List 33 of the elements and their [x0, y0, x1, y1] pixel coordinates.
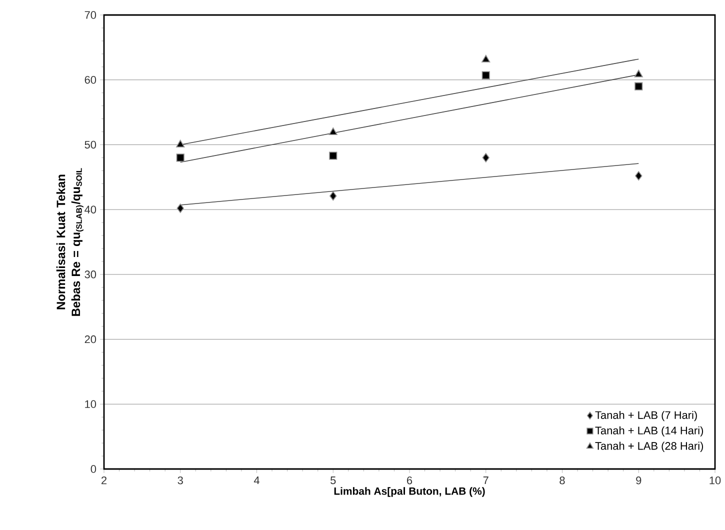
point	[482, 54, 490, 62]
point	[634, 82, 643, 90]
x-tick-label: 6	[407, 476, 412, 484]
legend-label: Tanah + LAB (28 Hari)	[595, 442, 704, 452]
legend-label: Tanah + LAB (14 Hari)	[595, 426, 704, 437]
x-tick-label: 8	[560, 476, 565, 484]
x-tick-label: 10	[710, 476, 721, 484]
point	[176, 154, 184, 162]
x-tick-label: 5	[330, 476, 336, 484]
point	[482, 153, 490, 162]
point	[176, 204, 184, 213]
point	[635, 171, 642, 180]
x-tick-label: 7	[483, 476, 488, 484]
y-tick-label: 30	[84, 270, 96, 278]
y-tick-label: 10	[85, 400, 96, 408]
y-tick-label: 20	[84, 335, 96, 344]
x-tick-label: 9	[636, 476, 642, 484]
y-tick-label: 70	[84, 11, 96, 19]
x-axis-title: Limbah As[pal Buton, LAB (%)	[334, 487, 485, 497]
point	[330, 191, 337, 201]
y-tick-label: 0	[90, 465, 96, 473]
x-tick-label: 2	[102, 476, 106, 484]
point	[176, 140, 185, 148]
point	[328, 128, 338, 136]
legend-label: Tanah + LAB (7 Hari)	[595, 410, 697, 422]
point	[634, 70, 643, 78]
point	[482, 71, 490, 80]
x-tick-label: 3	[178, 476, 183, 484]
y-tick-label: 50	[84, 140, 96, 149]
y-tick-label: 60	[84, 76, 96, 84]
x-tick-label: 4	[254, 476, 260, 484]
y-tick-label: 40	[84, 206, 96, 214]
point	[329, 152, 338, 160]
